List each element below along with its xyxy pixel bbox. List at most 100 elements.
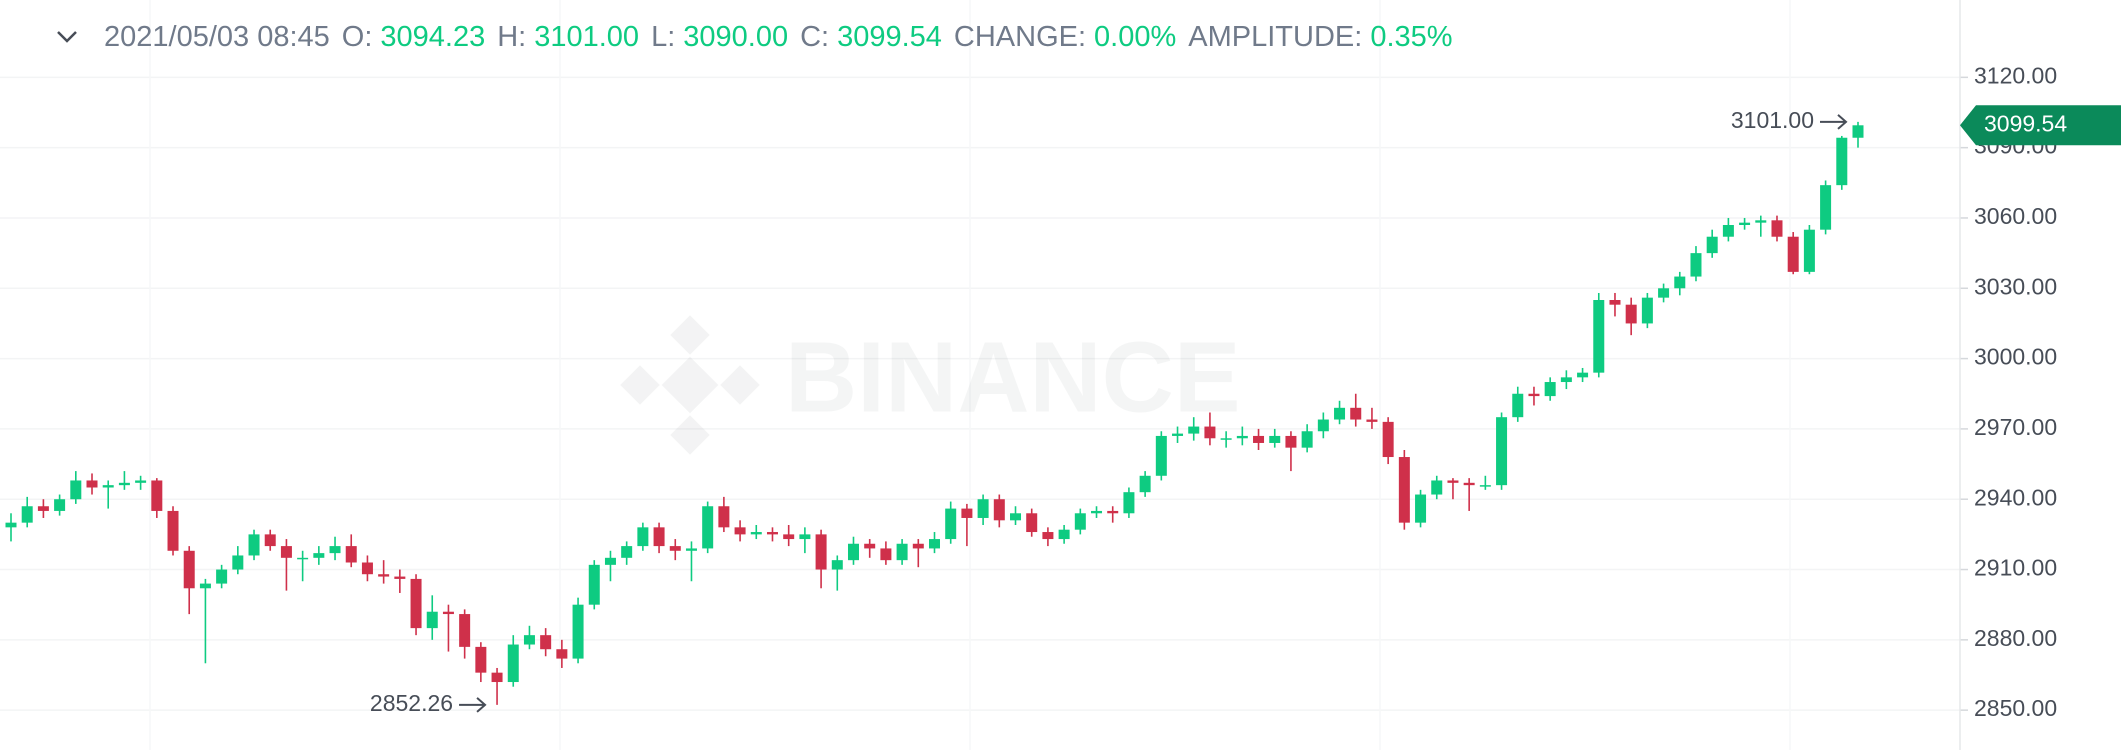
- candle-body: [1739, 222, 1751, 225]
- candle-body: [1074, 513, 1086, 530]
- candle-body: [1593, 300, 1605, 373]
- candle-body: [37, 506, 49, 511]
- candle-body: [1463, 482, 1475, 486]
- header-field-name: C:: [800, 21, 829, 53]
- candle-body: [378, 574, 390, 577]
- candle-body: [1496, 417, 1508, 486]
- annotation-arrow: [459, 697, 487, 713]
- candle-body: [1836, 137, 1848, 186]
- candle-body: [1625, 304, 1637, 324]
- candle-body: [669, 546, 681, 551]
- candle-body: [1123, 492, 1135, 514]
- candle-body: [1609, 300, 1621, 305]
- y-tick-label: 2940.00: [1974, 484, 2057, 510]
- candle-body: [345, 546, 357, 563]
- header-date: 2021/05/03 08:45: [104, 21, 330, 53]
- candle-body: [750, 532, 762, 535]
- candle-body: [1269, 435, 1281, 443]
- candle-body: [216, 569, 228, 584]
- candle-body: [880, 548, 892, 561]
- candle-body: [248, 534, 260, 556]
- candle-body: [1366, 419, 1378, 422]
- candle-body: [199, 583, 211, 589]
- last-price-label: 3099.54: [1984, 110, 2067, 136]
- candle-body: [1091, 510, 1103, 514]
- candle-body: [1236, 435, 1248, 439]
- candle-body: [912, 543, 924, 549]
- y-tick-label: 2910.00: [1974, 555, 2057, 581]
- candle-body: [1479, 485, 1491, 487]
- candle-body: [1722, 225, 1734, 237]
- candle-body: [1820, 185, 1832, 230]
- candle-body: [1690, 253, 1702, 277]
- candle-body: [459, 614, 471, 647]
- candle-body: [394, 576, 406, 579]
- candle-body: [523, 635, 535, 645]
- candle-body: [167, 510, 179, 551]
- candle-body: [1188, 426, 1200, 434]
- candle-body: [491, 672, 503, 683]
- y-tick-label: 2880.00: [1974, 625, 2057, 651]
- candle-body: [1139, 475, 1151, 493]
- header-field-value: 3090.00: [683, 21, 788, 53]
- candle-body: [961, 508, 973, 518]
- candle-body: [1382, 421, 1394, 458]
- grid: [0, 76, 1968, 711]
- candle-body: [1107, 510, 1119, 514]
- candle-body: [280, 546, 292, 558]
- candle-body: [588, 564, 600, 605]
- header-field-value: 0.35%: [1370, 21, 1452, 53]
- candle-body: [1803, 229, 1815, 272]
- header-field-name: AMPLITUDE:: [1188, 21, 1362, 53]
- candle-body: [21, 506, 33, 523]
- candle-body: [1658, 288, 1670, 298]
- candle-body: [621, 546, 633, 558]
- candle-body: [70, 480, 82, 500]
- header-field-name: H:: [497, 21, 526, 53]
- annotation-label: 2852.26: [370, 690, 453, 716]
- candle-body: [442, 611, 454, 615]
- candle-body: [604, 557, 616, 565]
- candle-body: [1512, 393, 1524, 418]
- candle-body: [329, 546, 341, 554]
- ohlc-header: 2021/05/03 08:45 O: 3094.23 H: 3101.00 L: 3090…: [104, 21, 1453, 53]
- candle-body: [183, 550, 195, 589]
- header-field-value: 0.00%: [1094, 21, 1176, 53]
- candle-body: [1577, 372, 1589, 378]
- candle-body: [135, 480, 147, 483]
- candle-body: [475, 646, 487, 673]
- y-tick-label: 3030.00: [1974, 273, 2057, 299]
- candle-body: [118, 482, 130, 486]
- candle-body: [1674, 276, 1686, 289]
- y-tick-label: 2850.00: [1974, 695, 2057, 721]
- candle-body: [1204, 426, 1216, 439]
- candle-body: [1771, 220, 1783, 237]
- candle-body: [1042, 532, 1054, 540]
- candle-body: [1350, 407, 1362, 420]
- candle-body: [1641, 297, 1653, 324]
- candle-body: [1544, 382, 1556, 397]
- candle-body: [734, 527, 746, 535]
- collapse-chevron[interactable]: [57, 31, 77, 43]
- candle-body: [1058, 529, 1070, 540]
- candle-body: [1852, 125, 1864, 138]
- candle-body: [945, 508, 957, 540]
- header-field-name: O:: [342, 21, 373, 53]
- header-field-value: 3101.00: [534, 21, 639, 53]
- candle-body: [1431, 480, 1443, 495]
- candle-body: [783, 534, 795, 540]
- candle-body: [1415, 494, 1427, 523]
- candle-body: [572, 604, 584, 659]
- watermark: BINANCE: [785, 321, 1241, 433]
- candle-body: [977, 499, 989, 518]
- candle-body: [766, 532, 778, 535]
- candle-body: [540, 635, 552, 650]
- header-field-value: 3099.54: [837, 21, 942, 53]
- candle-body: [1301, 431, 1313, 448]
- logo-diamond: [670, 315, 710, 355]
- candle-body: [102, 485, 114, 488]
- candle-body: [1285, 435, 1297, 448]
- candle-body: [151, 480, 163, 511]
- candle-body: [1253, 435, 1265, 443]
